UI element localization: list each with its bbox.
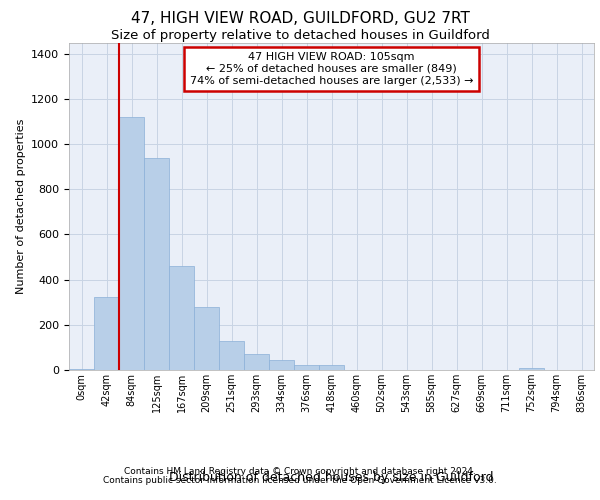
Bar (219, 340, 244, 370)
Bar (294, 365, 319, 370)
Bar (69, 369, 94, 370)
Text: Contains HM Land Registry data © Crown copyright and database right 2024.: Contains HM Land Registry data © Crown c… (124, 467, 476, 476)
Y-axis label: Number of detached properties: Number of detached properties (16, 118, 26, 294)
Bar (94, 296, 119, 370)
Bar (119, 117, 144, 370)
Bar (169, 266, 194, 370)
Text: Size of property relative to detached houses in Guildford: Size of property relative to detached ho… (110, 29, 490, 42)
Bar (144, 158, 169, 370)
Bar (519, 368, 544, 370)
Bar (269, 360, 294, 370)
X-axis label: Distribution of detached houses by size in Guildford: Distribution of detached houses by size … (169, 470, 494, 484)
Bar (244, 354, 269, 370)
Text: 47, HIGH VIEW ROAD, GUILDFORD, GU2 7RT: 47, HIGH VIEW ROAD, GUILDFORD, GU2 7RT (131, 11, 469, 26)
Text: Contains public sector information licensed under the Open Government Licence v3: Contains public sector information licen… (103, 476, 497, 485)
Bar (194, 307, 219, 370)
Text: 47 HIGH VIEW ROAD: 105sqm
← 25% of detached houses are smaller (849)
74% of semi: 47 HIGH VIEW ROAD: 105sqm ← 25% of detac… (190, 52, 473, 86)
Bar (319, 365, 344, 370)
